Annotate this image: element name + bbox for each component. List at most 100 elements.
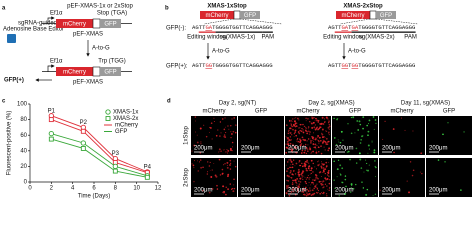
scale-bar-label: 200μm — [194, 188, 212, 194]
cell — [289, 147, 291, 149]
cell — [314, 166, 316, 168]
cell — [206, 173, 209, 175]
gfp-box — [240, 11, 260, 19]
cell — [293, 170, 295, 172]
stop-box — [369, 10, 377, 20]
cell — [223, 164, 225, 166]
cell — [302, 129, 304, 131]
cell — [286, 137, 289, 139]
cell — [314, 146, 317, 149]
cell — [294, 187, 296, 189]
cell — [219, 174, 222, 176]
point-label: P4 — [144, 164, 152, 170]
cell — [321, 192, 323, 194]
x-tick-label: 4 — [71, 186, 75, 192]
cell — [292, 144, 294, 146]
cell — [286, 124, 288, 127]
cell — [209, 161, 211, 163]
cell — [367, 130, 370, 133]
cell — [309, 169, 311, 172]
cell — [302, 165, 304, 168]
cell — [229, 183, 231, 185]
cell — [219, 121, 222, 123]
cell — [463, 131, 465, 133]
cell — [320, 180, 322, 183]
legend-label: XMAS-2x — [113, 116, 138, 122]
channel-header: mCherry — [202, 109, 225, 115]
cell — [231, 149, 233, 152]
cell — [319, 192, 321, 195]
cell — [227, 125, 229, 127]
cell — [220, 132, 222, 134]
cell — [296, 184, 298, 187]
cell — [328, 147, 331, 150]
micrograph — [332, 158, 378, 197]
cell — [328, 188, 330, 190]
y-tick-label: 40 — [20, 148, 27, 154]
cell — [292, 182, 294, 184]
cell — [290, 164, 292, 166]
cell — [408, 191, 410, 194]
cell — [290, 191, 293, 193]
scale-bar-label: 200μm — [241, 188, 259, 194]
cell — [305, 152, 308, 155]
cell — [328, 140, 330, 143]
cell — [289, 136, 291, 138]
column-header: Day 2, sg(NT) — [219, 101, 256, 107]
cell — [300, 128, 302, 130]
cell — [305, 146, 308, 149]
cell — [297, 173, 300, 176]
cell — [326, 143, 329, 145]
cell — [338, 141, 340, 143]
result-label: GFP(+) — [4, 78, 24, 84]
cell — [294, 131, 296, 133]
marker — [80, 128, 86, 134]
cell — [358, 152, 361, 155]
cell — [299, 144, 302, 147]
sequence: AGTTGATGATGGGGTGTTCAGGAGGG — [328, 24, 416, 31]
cell — [317, 139, 319, 141]
cell — [326, 185, 328, 187]
cell — [313, 138, 315, 140]
marker — [112, 163, 118, 170]
cell — [326, 131, 328, 133]
cell — [314, 124, 316, 126]
cell — [317, 136, 319, 138]
sequence: AGTTGGTGGGGTGGTTCAGGAGGG — [192, 62, 273, 69]
cell — [294, 126, 297, 128]
cell — [325, 178, 327, 181]
cell — [290, 170, 292, 172]
cell — [316, 144, 318, 147]
cell — [317, 164, 320, 167]
x-tick-label: 8 — [114, 186, 118, 192]
cell — [200, 159, 202, 161]
cell — [286, 138, 288, 140]
sequence: AGTTGGTGGTGGGGTGTTCAGGAGGG — [328, 62, 416, 69]
scale-bar-label: 200μm — [382, 146, 400, 152]
cell — [373, 151, 376, 154]
cell — [310, 169, 313, 171]
cell — [310, 184, 312, 186]
cell — [328, 161, 330, 163]
cell — [200, 166, 202, 169]
y-tick-label: 0 — [24, 180, 28, 186]
cell — [341, 181, 344, 184]
cell — [232, 190, 235, 193]
cell — [296, 191, 299, 193]
cell — [309, 147, 312, 150]
row-label: 2xStop — [184, 168, 190, 187]
cell — [312, 193, 314, 196]
cell — [193, 144, 196, 147]
cell — [225, 186, 227, 188]
cell — [315, 177, 317, 179]
cell — [367, 169, 369, 172]
scale-bar-label: 200μm — [288, 146, 306, 152]
sequence-segment: GG — [352, 62, 359, 69]
cell — [322, 123, 325, 125]
cell — [324, 168, 327, 171]
sequence-segment: TGGGGTGTTCAGGAGGG — [358, 62, 416, 69]
cell — [289, 142, 292, 145]
cell — [301, 177, 303, 179]
cell — [322, 187, 324, 189]
mcherry-box — [336, 11, 370, 19]
